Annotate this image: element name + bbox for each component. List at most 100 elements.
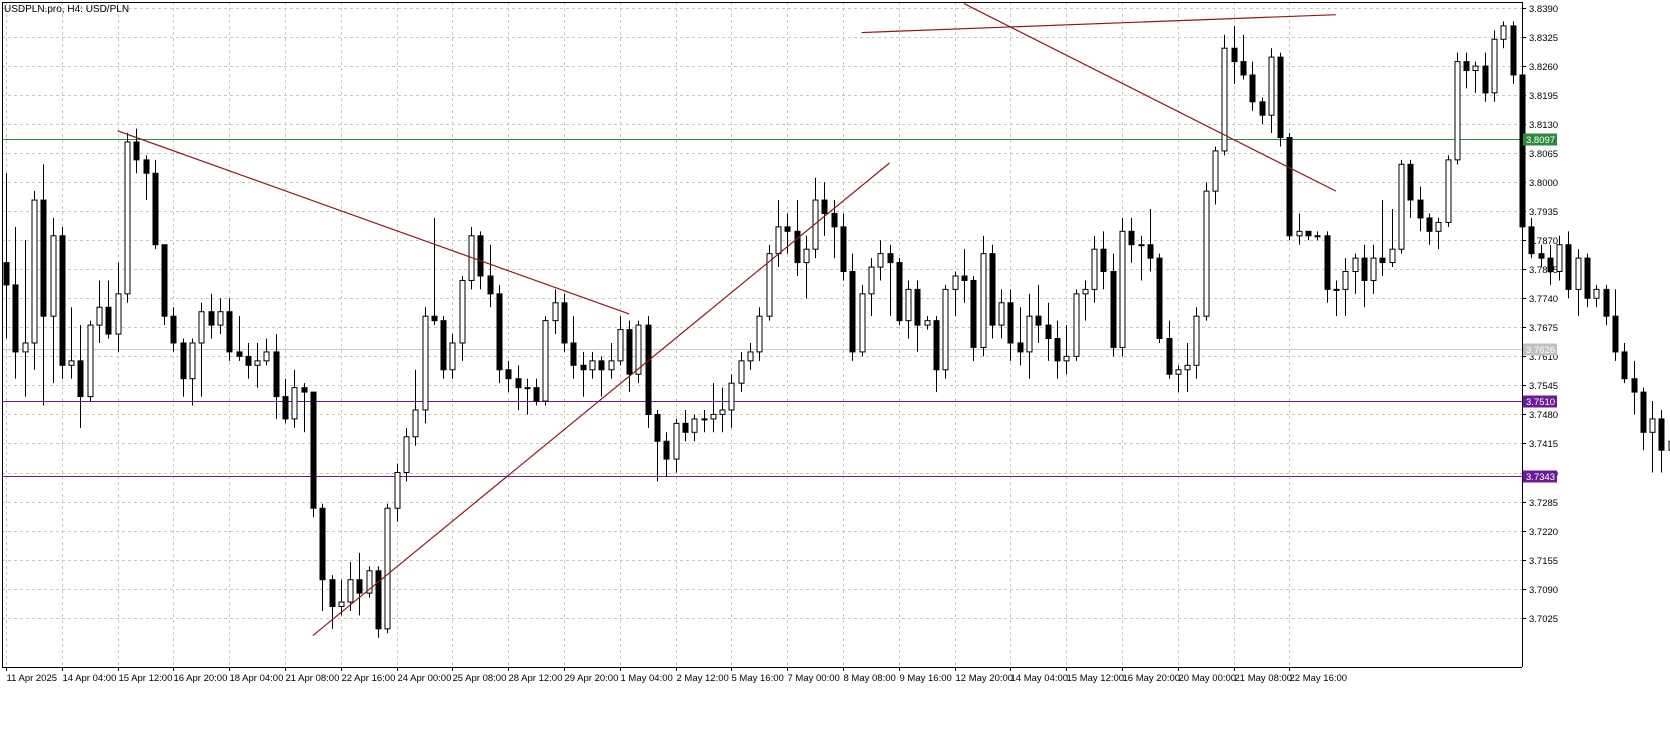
- candle-body-bull: [1073, 293, 1080, 357]
- candle-body-bear: [1547, 257, 1554, 273]
- candle-body-bull: [1193, 315, 1200, 366]
- candle-body-bull: [189, 342, 196, 380]
- candle-body-bear: [887, 253, 894, 264]
- candle-body-bear: [933, 320, 940, 371]
- candle-body-bull: [1091, 248, 1098, 290]
- candle-body-bear: [1584, 257, 1591, 299]
- candle-body-bear: [1231, 47, 1238, 63]
- candle-body-bear: [3, 262, 10, 286]
- candle-body-bear: [533, 387, 540, 402]
- candle-body-bull: [31, 199, 38, 344]
- y-tick-label: 3.7870: [1529, 236, 1558, 247]
- x-tick-label: 21 May 08:00: [1235, 673, 1293, 684]
- candle-body-bear: [1538, 253, 1545, 259]
- candle-body-bear: [849, 271, 856, 353]
- trendline: [312, 162, 890, 636]
- candle-body-bull: [1063, 355, 1070, 362]
- candle-body-bear: [970, 279, 977, 348]
- candle-body-bull: [1212, 150, 1219, 192]
- candle-body-bull: [198, 311, 205, 344]
- candle-body-bear: [375, 570, 382, 630]
- candle-body-bear: [1110, 271, 1117, 348]
- x-tick-label: 5 May 16:00: [732, 673, 784, 684]
- candle-body-bull: [217, 311, 224, 326]
- candle-body-bull: [747, 351, 754, 362]
- candle-body-bull: [1221, 47, 1228, 152]
- candle-body-bull: [803, 248, 810, 264]
- candle-body-bear: [1379, 257, 1386, 264]
- x-tick-label: 25 Apr 08:00: [453, 673, 507, 684]
- price-tag: [1523, 395, 1557, 408]
- y-tick-label: 3.8390: [1529, 4, 1558, 15]
- candle-body-bull: [1203, 190, 1210, 317]
- x-tick-label: 14 Apr 04:00: [63, 673, 117, 684]
- candle-body-bear: [515, 378, 522, 389]
- candle-body-bear: [329, 579, 336, 608]
- candle-body-bull: [1435, 221, 1442, 232]
- candle-body-bull: [1398, 163, 1405, 250]
- candle-body-bull: [738, 360, 745, 384]
- y-tick-label: 3.7805: [1529, 265, 1558, 276]
- y-tick-label: 3.7025: [1529, 614, 1558, 625]
- candle-body-bear: [1631, 378, 1638, 393]
- candle-body-bull: [635, 324, 642, 375]
- candle-body-bull: [1575, 257, 1582, 290]
- candle-body-bull: [68, 360, 75, 366]
- candle-body-bear: [821, 199, 828, 214]
- axes: 3.83903.83253.82603.81953.81303.80653.80…: [2, 2, 1558, 684]
- y-tick-label: 3.8325: [1529, 33, 1558, 44]
- candle-body-bull: [691, 418, 698, 433]
- candle-body-bull: [1370, 257, 1377, 281]
- price-tag: [1523, 133, 1557, 146]
- candle-body-bull: [1352, 257, 1359, 273]
- trendline: [861, 14, 1336, 34]
- y-tick-label: 3.8195: [1529, 91, 1558, 102]
- candle-body-bear: [840, 226, 847, 273]
- y-tick-label: 3.8130: [1529, 120, 1558, 131]
- candle-body-bear: [1463, 61, 1470, 72]
- candle-body-bear: [12, 284, 19, 353]
- price-tag: [1523, 343, 1557, 356]
- candle-body-bull: [96, 306, 103, 326]
- candle-body-bear: [1658, 418, 1665, 451]
- candle-body-bear: [40, 199, 47, 317]
- candle-body-bear: [1147, 244, 1154, 259]
- candle-body-bear: [989, 253, 996, 326]
- y-tick-label: 3.8000: [1529, 178, 1558, 189]
- x-tick-label: 22 Apr 16:00: [342, 673, 396, 684]
- candle-body-bear: [152, 172, 159, 246]
- candle-body-bull: [50, 235, 57, 317]
- x-tick-label: 28 Apr 12:00: [509, 673, 563, 684]
- candle-body-bear: [1528, 226, 1535, 255]
- candle-body-bear: [59, 235, 66, 366]
- candle-body-bull: [366, 570, 373, 594]
- candle-body-bear: [1482, 65, 1489, 94]
- candle-body-bear: [1612, 315, 1619, 353]
- candle-body-bear: [1277, 56, 1284, 139]
- y-tick-label: 3.7480: [1529, 410, 1558, 421]
- candle-body-bear: [245, 355, 252, 366]
- candle-body-bull: [766, 253, 773, 317]
- candle-body-bear: [226, 311, 233, 353]
- candle-body-bull: [719, 409, 726, 415]
- x-tick-label: 21 Apr 08:00: [286, 673, 340, 684]
- candle-body-bear: [561, 302, 568, 344]
- candle-body-bull: [1082, 288, 1089, 295]
- candle-body-bull: [710, 413, 717, 420]
- x-tick-label: 11 Apr 2025: [7, 673, 58, 684]
- candle-body-bull: [1333, 288, 1340, 291]
- candle-body-bear: [896, 262, 903, 322]
- candle-body-bull: [859, 293, 866, 353]
- candle-body-bull: [524, 387, 531, 390]
- candle-body-bear: [1249, 74, 1256, 103]
- y-tick-label: 3.7155: [1529, 556, 1558, 567]
- candle-body-bull: [756, 315, 763, 353]
- candle-body-bear: [1621, 351, 1628, 380]
- y-tick-label: 3.7675: [1529, 323, 1558, 334]
- x-tick-label: 15 Apr 12:00: [119, 673, 173, 684]
- candle-body-bear: [626, 329, 633, 375]
- price-tag-label: 3.7626: [1526, 345, 1555, 356]
- candle-body-bear: [1156, 257, 1163, 340]
